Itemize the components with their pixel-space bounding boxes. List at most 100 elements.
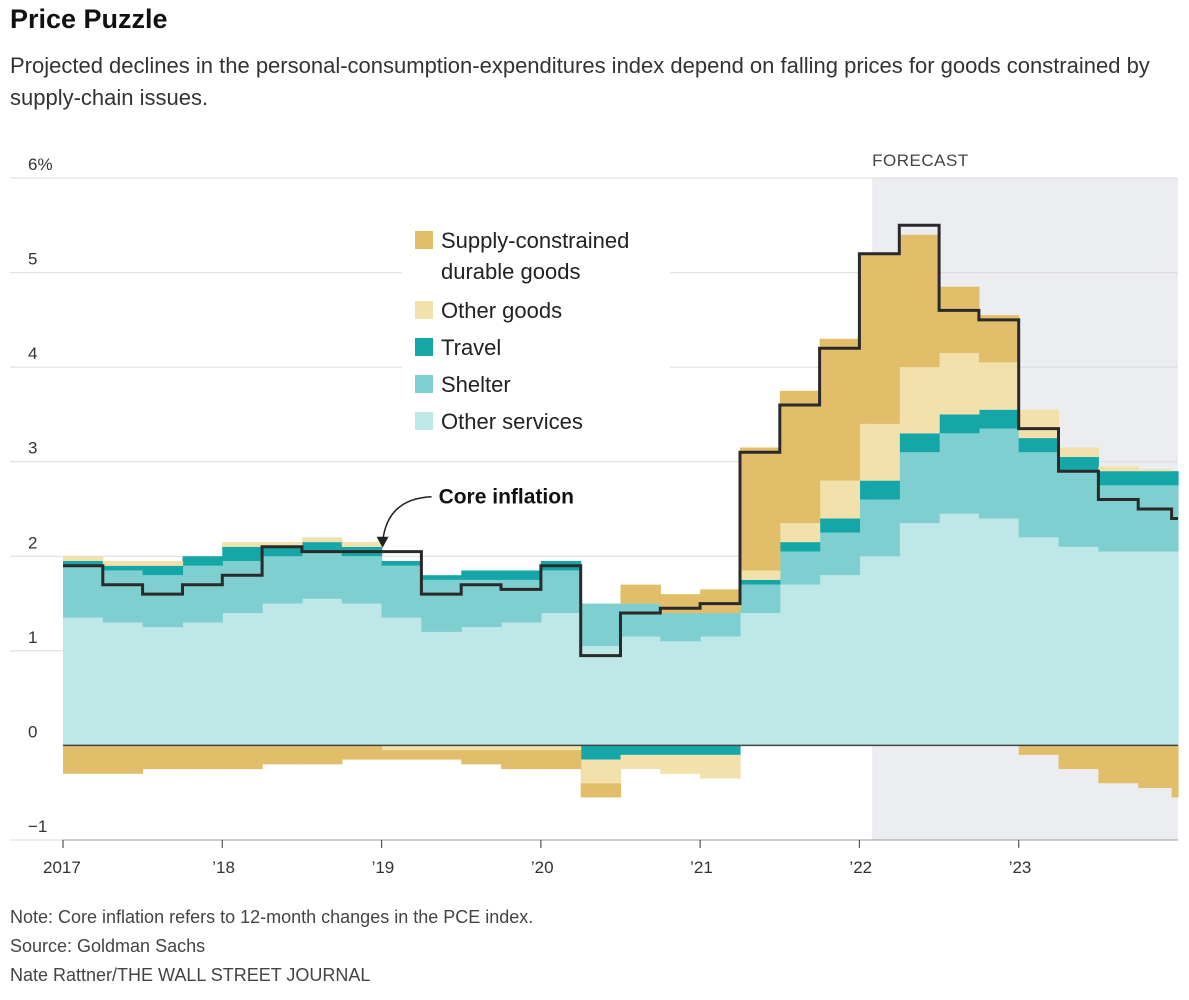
annotation-core-inflation: Core inflation: [439, 486, 574, 509]
area-segment-shelter: [63, 565, 104, 618]
forecast-label: FORECAST: [872, 151, 969, 170]
area-segment-other-services: [899, 523, 940, 746]
area-segment-travel: [102, 565, 144, 571]
area-segment-other-services: [381, 617, 422, 746]
area-segment-shelter: [1138, 485, 1173, 552]
area-segment-supply-constrained-durable-goods: [819, 338, 861, 481]
area-segment-other-goods: [501, 745, 542, 751]
legend-label-supply-constrained-durable-goods: durable goods: [441, 259, 580, 284]
area-segment-supply-constrained-durable-goods: [63, 745, 104, 774]
area-segment-shelter: [301, 551, 343, 599]
area-segment-travel: [620, 745, 661, 755]
x-tick-label: ’19: [372, 858, 395, 877]
area-segment-other-services: [978, 518, 1020, 746]
chart-subtitle: Projected declines in the personal-consu…: [10, 53, 1150, 110]
area-segment-other-services: [182, 622, 223, 746]
stacked-area-chart: FORECAST −1 0 1 2 3 4 5 6% 2017 ’18 ’19 ’20 ’21 ’22 ’2…: [10, 151, 1179, 877]
area-segment-other-services: [580, 646, 622, 746]
area-segment-shelter: [899, 452, 940, 524]
area-segment-other-services: [1171, 551, 1179, 746]
area-segment-shelter: [341, 556, 383, 604]
area-segment-other-services: [739, 613, 781, 746]
area-segment-travel: [580, 745, 622, 760]
area-segment-travel: [739, 579, 781, 585]
area-segment-other-goods: [739, 570, 781, 580]
legend-label-travel: Travel: [441, 335, 501, 360]
area-segment-other-services: [461, 627, 502, 746]
area-segment-travel: [1018, 438, 1060, 453]
legend-label-shelter: Shelter: [441, 372, 511, 397]
area-segment-travel: [859, 480, 900, 500]
area-segment-supply-constrained-durable-goods: [859, 253, 900, 424]
area-segment-shelter: [978, 428, 1020, 519]
area-segment-other-services: [102, 622, 144, 746]
area-segment-supply-constrained-durable-goods: [421, 750, 462, 760]
area-segment-other-services: [700, 636, 741, 746]
area-segment-other-goods: [301, 537, 343, 543]
area-segment-other-goods: [540, 745, 582, 751]
area-segment-supply-constrained-durable-goods: [1138, 745, 1173, 788]
area-segment-supply-constrained-durable-goods: [660, 594, 701, 614]
area-segment-other-services: [779, 584, 821, 746]
note-text: Note: Core inflation refers to 12-month …: [10, 907, 534, 927]
area-segment-other-goods: [262, 542, 303, 547]
area-segment-supply-constrained-durable-goods: [301, 745, 343, 765]
area-segment-other-goods: [580, 759, 622, 784]
x-tick-label: ’18: [212, 858, 235, 877]
source-text: Source: Goldman Sachs: [10, 936, 206, 956]
chart-title: Price Puzzle: [10, 4, 168, 34]
area-segment-shelter: [739, 584, 781, 614]
area-segment-other-goods: [1018, 409, 1060, 439]
area-segment-travel: [381, 561, 422, 566]
area-segment-other-services: [501, 622, 542, 746]
legend-swatch-other-services: [415, 412, 433, 430]
area-segment-shelter: [819, 532, 861, 576]
area-segment-other-services: [540, 613, 582, 746]
x-tick-label: ’21: [690, 858, 713, 877]
area-segment-other-goods: [859, 423, 900, 481]
area-segment-shelter: [461, 579, 502, 628]
area-segment-travel: [501, 570, 542, 580]
y-tick-label: 5: [28, 250, 37, 269]
area-segment-other-services: [63, 617, 104, 746]
area-segment-supply-constrained-durable-goods: [341, 745, 383, 760]
area-segment-other-goods: [102, 561, 144, 566]
area-segment-supply-constrained-durable-goods: [739, 447, 781, 571]
area-segment-travel: [700, 745, 741, 755]
area-segment-travel: [142, 565, 184, 576]
area-segment-other-services: [301, 598, 343, 746]
area-segment-supply-constrained-durable-goods: [1018, 745, 1060, 755]
legend-swatch-shelter: [415, 375, 433, 393]
area-segment-other-goods: [63, 556, 104, 562]
area-segment-travel: [1171, 471, 1179, 486]
area-segment-travel: [899, 433, 940, 453]
area-segment-supply-constrained-durable-goods: [381, 750, 422, 760]
area-segment-supply-constrained-durable-goods: [461, 750, 502, 765]
area-segment-shelter: [142, 575, 184, 628]
credit-text: Nate Rattner/THE WALL STREET JOURNAL: [10, 965, 371, 985]
area-segment-supply-constrained-durable-goods: [779, 390, 821, 524]
area-segment-other-goods: [222, 542, 263, 547]
area-segment-supply-constrained-durable-goods: [142, 745, 184, 770]
annotation-arrow: [381, 495, 432, 543]
area-segment-other-goods: [700, 754, 741, 779]
y-tick-label: 0: [28, 722, 37, 741]
area-segment-supply-constrained-durable-goods: [939, 286, 980, 353]
area-segment-travel: [461, 570, 502, 580]
area-segment-other-services: [262, 603, 303, 746]
area-segment-other-services: [421, 631, 462, 746]
area-segment-shelter: [1058, 471, 1099, 547]
area-segment-supply-constrained-durable-goods: [262, 745, 303, 765]
area-segment-other-services: [1058, 546, 1099, 746]
area-segment-travel: [1098, 471, 1139, 486]
area-segment-other-goods: [341, 542, 383, 547]
area-segment-travel: [819, 518, 861, 533]
area-segment-supply-constrained-durable-goods: [102, 745, 144, 774]
area-segment-shelter: [620, 603, 661, 637]
y-tick-label: 2: [28, 533, 37, 552]
x-tick-label: 2017: [43, 858, 81, 877]
area-segment-shelter: [501, 579, 542, 623]
area-segment-other-services: [341, 603, 383, 746]
area-segment-shelter: [182, 565, 223, 623]
area-segment-supply-constrained-durable-goods: [978, 315, 1020, 363]
